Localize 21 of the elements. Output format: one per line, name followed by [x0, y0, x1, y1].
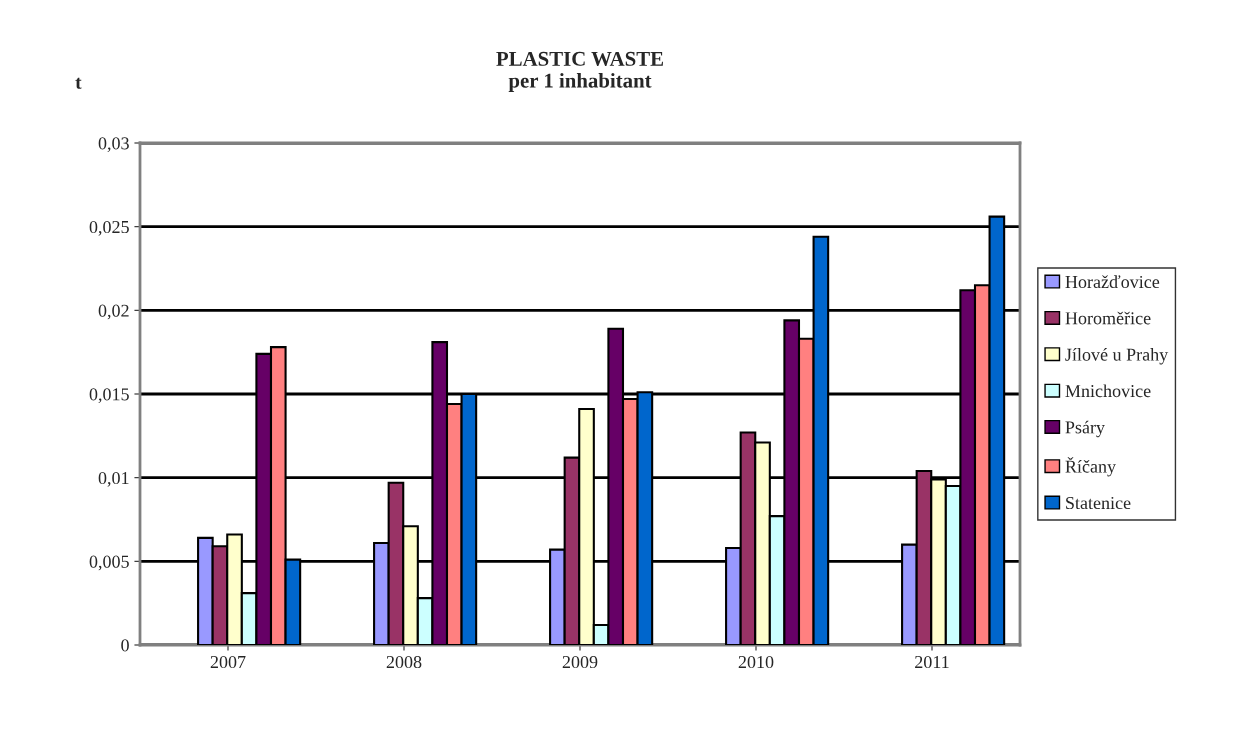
x-tick-label: 2009: [562, 655, 598, 669]
y-tick-label: 0,03: [98, 137, 129, 153]
x-tick-label: 2007: [210, 655, 246, 669]
legend-label: Horoměřice: [1065, 311, 1151, 325]
y-tick-label: 0,01: [98, 471, 129, 487]
chart-title: PLASTIC WASTE per 1 inhabitant: [496, 51, 663, 92]
y-tick-label: 0,015: [89, 388, 129, 404]
legend-label: Psáry: [1065, 420, 1105, 438]
y-tick-label: 0,02: [98, 304, 129, 320]
x-tick-label: 2010: [738, 655, 774, 669]
legend-label: Horažďovice: [1065, 275, 1160, 289]
legend-label: Mnichovice: [1065, 384, 1151, 398]
y-tick-label: 0: [121, 639, 129, 652]
y-tick-label: 0,005: [89, 555, 129, 571]
x-tick-label: 2011: [915, 655, 949, 669]
y-axis-title: t: [75, 77, 82, 89]
legend-label: Statenice: [1066, 496, 1131, 510]
x-tick-label: 2008: [386, 655, 422, 669]
legend-label: Říčany: [1065, 457, 1116, 477]
y-tick-label: 0,025: [89, 220, 129, 236]
legend-label: Jílové u Prahy: [1065, 348, 1169, 365]
